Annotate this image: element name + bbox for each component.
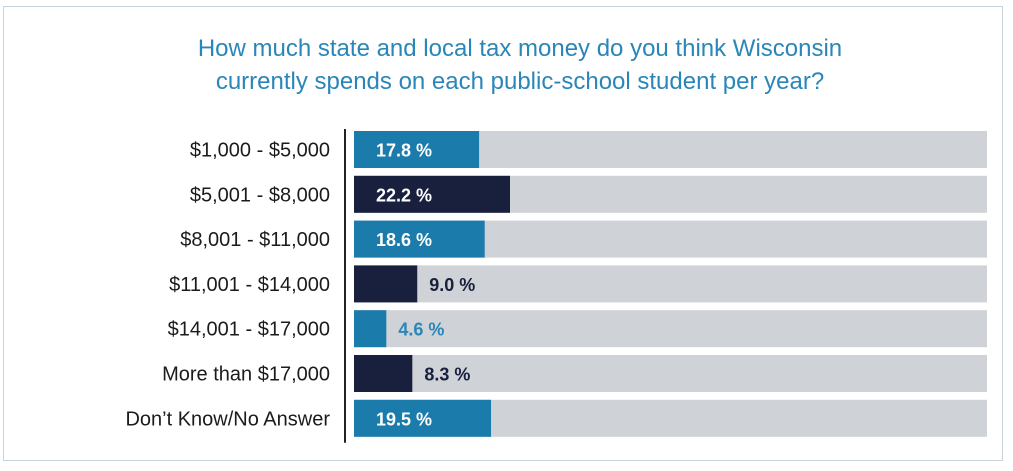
bar	[354, 310, 387, 348]
value-label: 9.0 %	[429, 275, 475, 295]
category-label: $5,001 - $8,000	[190, 184, 330, 206]
value-label: 18.6 %	[376, 230, 432, 250]
value-label: 17.8 %	[376, 141, 432, 161]
bar	[354, 355, 413, 392]
bar-track	[354, 355, 987, 392]
category-label: $14,001 - $17,000	[168, 319, 330, 341]
category-label: $11,001 - $14,000	[169, 274, 330, 296]
chart-title-line-1: How much state and local tax money do yo…	[197, 35, 843, 62]
bar	[354, 399, 492, 437]
value-label: 19.5 %	[376, 409, 432, 429]
category-label: $1,000 - $5,000	[190, 140, 330, 162]
value-labels: 17.8 % 22.2 % 18.6 % 9.0 % 4.6 % 8.3 % 19.5 %	[376, 141, 475, 430]
chart-title: How much state and local tax money do yo…	[0, 32, 1013, 98]
bar	[354, 175, 510, 213]
category-label: More than $17,000	[162, 364, 330, 386]
value-label: 22.2 %	[376, 185, 432, 205]
category-label: $8,001 - $11,000	[180, 229, 330, 251]
bar-track	[354, 265, 987, 303]
value-label: 8.3 %	[424, 365, 470, 385]
bar-track	[354, 310, 987, 348]
chart-title-line-2: currently spends on each public-school s…	[215, 68, 825, 95]
bars	[354, 131, 510, 437]
bar	[354, 265, 418, 303]
category-labels: $1,000 - $5,000 $5,001 - $8,000 $8,001 - $…	[125, 140, 330, 431]
bar	[354, 220, 485, 258]
category-label: Don’t Know/No Answer	[125, 408, 330, 430]
value-label: 4.6 %	[398, 320, 444, 340]
bar	[354, 131, 480, 168]
